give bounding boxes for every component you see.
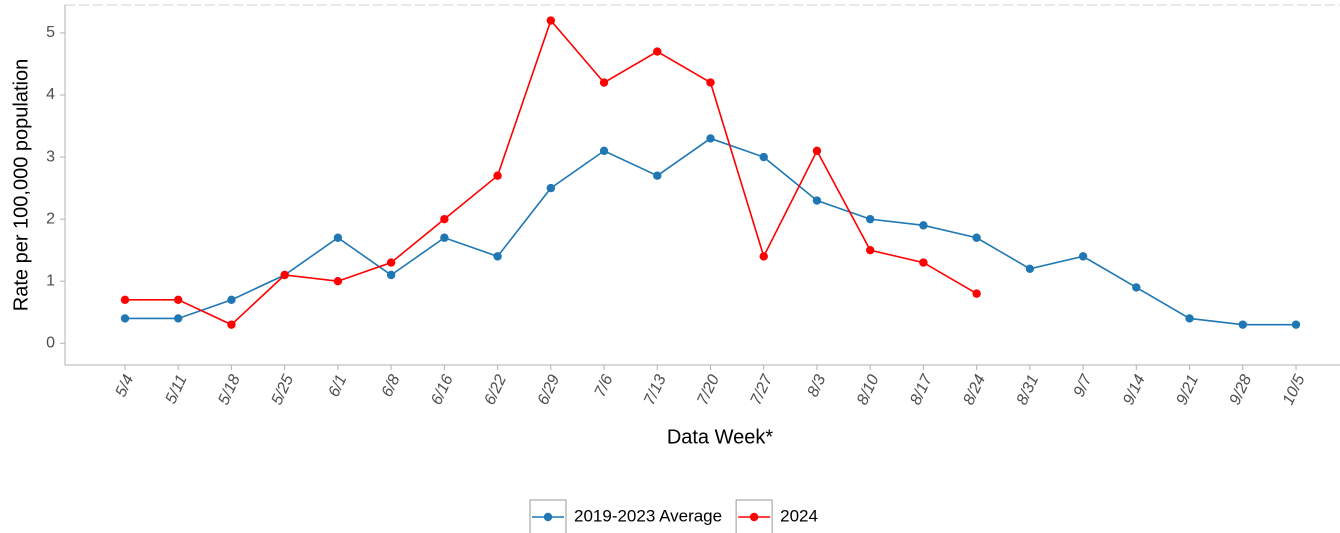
y-tick-label: 1 [46,272,55,289]
data-point [706,78,715,87]
data-point [812,146,822,156]
y-tick-label: 3 [46,148,55,165]
x-tick-label: 10/5 [1280,372,1309,408]
data-point [120,295,130,305]
x-tick-label: 8/3 [805,372,830,399]
x-axis-title: Data Week* [667,426,774,448]
data-point [227,320,236,329]
legend-label: 2024 [780,506,818,525]
x-tick-label: 9/21 [1173,372,1202,407]
data-point [333,277,343,286]
y-tick-label: 2 [46,210,55,227]
legend-label: 2019-2023 Average [574,506,722,525]
data-point [599,146,609,156]
x-tick-label: 9/7 [1071,371,1096,399]
data-point [759,152,768,162]
data-point [120,314,130,323]
x-tick-label: 8/24 [961,372,990,408]
data-point [865,245,875,255]
x-tick-label: 7/13 [641,372,670,408]
x-tick-label: 8/17 [907,371,936,407]
data-point [1185,314,1194,323]
data-point [493,252,502,261]
y-tick-label: 0 [46,334,55,351]
data-point [386,258,396,267]
x-tick-label: 6/29 [535,372,564,408]
data-point [440,214,449,224]
x-tick-label: 6/22 [481,372,510,408]
x-tick-label: 5/11 [163,372,191,406]
data-point [386,270,396,280]
data-point [599,78,609,87]
data-point [706,134,715,143]
x-tick-label: 5/4 [113,372,138,399]
x-tick-label: 6/16 [428,372,457,408]
x-tick-label: 6/8 [379,372,404,399]
data-point [333,233,343,242]
legend-key-dot [749,512,759,522]
data-point [812,196,822,205]
data-point [1238,320,1247,329]
x-tick-label: 7/6 [592,372,617,399]
data-point [972,233,981,242]
x-tick-label: 8/31 [1014,372,1043,407]
legend-key-dot [543,512,553,522]
data-point [1132,283,1141,292]
x-tick-label: 7/20 [694,372,723,408]
y-tick-label: 4 [46,86,55,103]
x-tick-label: 6/1 [326,372,351,399]
x-tick-label: 7/27 [748,371,777,407]
data-point [1078,252,1088,261]
legend-item: 2019-2023 Average [529,499,722,533]
data-point [227,295,236,305]
data-point [919,258,928,267]
data-point [174,295,183,305]
data-point [546,183,556,193]
data-point [759,252,768,261]
data-point [865,214,875,224]
data-point [653,171,662,180]
x-tick-label: 8/10 [854,372,883,408]
x-tick-label: 5/25 [269,372,298,408]
data-point [440,233,449,242]
series-line [125,137,1296,326]
y-axis-title: Rate per 100,000 population [10,59,32,311]
data-point [653,47,662,56]
data-point [174,314,183,323]
data-point [1025,264,1035,273]
data-point [280,270,289,280]
y-tick-label: 5 [46,24,55,41]
data-point [1291,320,1301,329]
x-tick-label: 9/14 [1120,372,1149,408]
legend-item: 2024 [735,499,818,533]
x-tick-label: 9/28 [1227,372,1256,408]
data-point [493,171,502,180]
data-point [972,289,981,298]
x-tick-label: 5/18 [215,372,244,408]
data-point [546,16,556,25]
data-point [919,221,928,230]
series-line [125,18,978,326]
